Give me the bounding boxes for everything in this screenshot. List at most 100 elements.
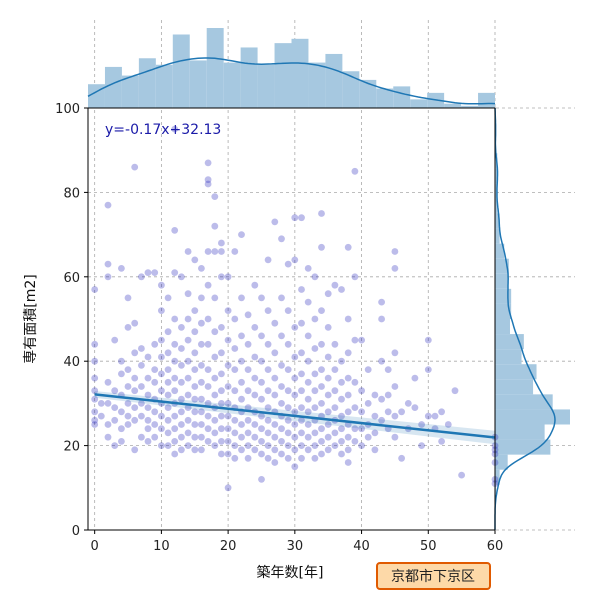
data-point bbox=[191, 433, 199, 441]
data-point bbox=[124, 421, 132, 428]
x-tick-label: 10 bbox=[153, 539, 170, 554]
data-point bbox=[91, 374, 99, 382]
data-point bbox=[204, 438, 212, 445]
data-point bbox=[318, 307, 325, 314]
data-point bbox=[458, 471, 465, 479]
data-point bbox=[238, 294, 245, 302]
data-point bbox=[211, 442, 219, 449]
data-point bbox=[391, 412, 399, 420]
data-point bbox=[118, 370, 125, 378]
data-point bbox=[398, 454, 405, 462]
data-point bbox=[338, 378, 345, 386]
data-point bbox=[351, 273, 359, 281]
data-point bbox=[211, 193, 219, 201]
y-tick-label: 0 bbox=[72, 524, 80, 539]
data-point bbox=[231, 315, 239, 323]
data-point bbox=[358, 387, 365, 395]
data-point bbox=[218, 248, 225, 255]
data-point bbox=[211, 391, 219, 399]
data-point bbox=[351, 438, 359, 445]
data-point bbox=[184, 357, 192, 365]
data-point bbox=[318, 383, 325, 390]
data-point bbox=[198, 446, 205, 454]
x-axis-ticks: 0 10 20 30 40 50 60 bbox=[91, 530, 504, 554]
data-point bbox=[171, 387, 179, 395]
data-point bbox=[151, 378, 159, 386]
data-point bbox=[144, 374, 152, 382]
top-histogram-bar bbox=[308, 62, 326, 108]
data-point bbox=[258, 294, 265, 302]
x-tick-label: 60 bbox=[487, 539, 504, 554]
data-point bbox=[97, 400, 105, 407]
data-point bbox=[124, 400, 132, 407]
data-point bbox=[258, 357, 265, 365]
data-point bbox=[271, 349, 279, 357]
data-point bbox=[191, 256, 199, 264]
data-point bbox=[378, 315, 385, 323]
data-point bbox=[231, 366, 239, 373]
data-point bbox=[284, 429, 292, 437]
data-point bbox=[218, 425, 225, 433]
y-tick-label: 80 bbox=[63, 186, 80, 201]
data-point bbox=[271, 421, 279, 428]
data-point bbox=[211, 374, 219, 382]
data-point bbox=[278, 383, 285, 390]
plot-frame bbox=[87, 107, 496, 531]
data-point bbox=[258, 332, 265, 340]
data-point bbox=[231, 429, 239, 437]
data-point bbox=[384, 391, 392, 399]
data-point bbox=[264, 366, 272, 373]
data-point bbox=[338, 357, 345, 365]
data-point bbox=[184, 442, 192, 449]
top-histogram-bar bbox=[393, 86, 411, 108]
data-point bbox=[118, 357, 125, 365]
data-point bbox=[244, 416, 252, 424]
data-point bbox=[278, 438, 285, 445]
right-histogram-bar bbox=[495, 198, 498, 214]
right-histogram-bar bbox=[495, 424, 545, 440]
data-point bbox=[311, 454, 319, 462]
data-point bbox=[198, 395, 205, 403]
data-point bbox=[178, 433, 185, 441]
data-point bbox=[91, 408, 99, 416]
data-point bbox=[198, 362, 205, 369]
data-point bbox=[311, 442, 319, 449]
data-point bbox=[298, 370, 305, 378]
data-point bbox=[251, 353, 259, 361]
data-point bbox=[164, 378, 172, 386]
y-tick-label: 20 bbox=[63, 440, 80, 455]
data-point bbox=[204, 315, 212, 323]
data-point bbox=[238, 421, 245, 428]
data-point bbox=[331, 404, 339, 411]
data-point bbox=[204, 366, 212, 373]
data-point bbox=[398, 408, 405, 416]
data-point bbox=[311, 404, 319, 411]
data-point bbox=[178, 362, 185, 369]
top-histogram-bar bbox=[410, 99, 428, 108]
data-point bbox=[258, 412, 265, 420]
data-point bbox=[304, 298, 312, 306]
data-point bbox=[184, 248, 192, 255]
data-point bbox=[258, 476, 265, 483]
data-point bbox=[191, 395, 199, 403]
data-point bbox=[151, 408, 159, 416]
y-tick-label: 100 bbox=[55, 102, 80, 117]
data-point bbox=[344, 433, 352, 441]
data-point bbox=[324, 290, 332, 298]
data-point bbox=[124, 412, 132, 420]
data-point bbox=[331, 429, 339, 437]
data-point bbox=[264, 416, 272, 424]
data-point bbox=[111, 336, 119, 344]
right-histogram-bar bbox=[495, 183, 498, 199]
data-point bbox=[344, 391, 352, 399]
data-point bbox=[271, 459, 279, 466]
data-point bbox=[218, 349, 225, 357]
top-histogram-bar bbox=[444, 103, 462, 108]
data-point bbox=[278, 425, 285, 433]
data-point bbox=[118, 438, 125, 445]
data-point bbox=[211, 294, 219, 302]
data-point bbox=[171, 412, 179, 420]
data-point bbox=[244, 454, 252, 462]
data-point bbox=[444, 421, 452, 428]
data-point bbox=[118, 425, 125, 433]
